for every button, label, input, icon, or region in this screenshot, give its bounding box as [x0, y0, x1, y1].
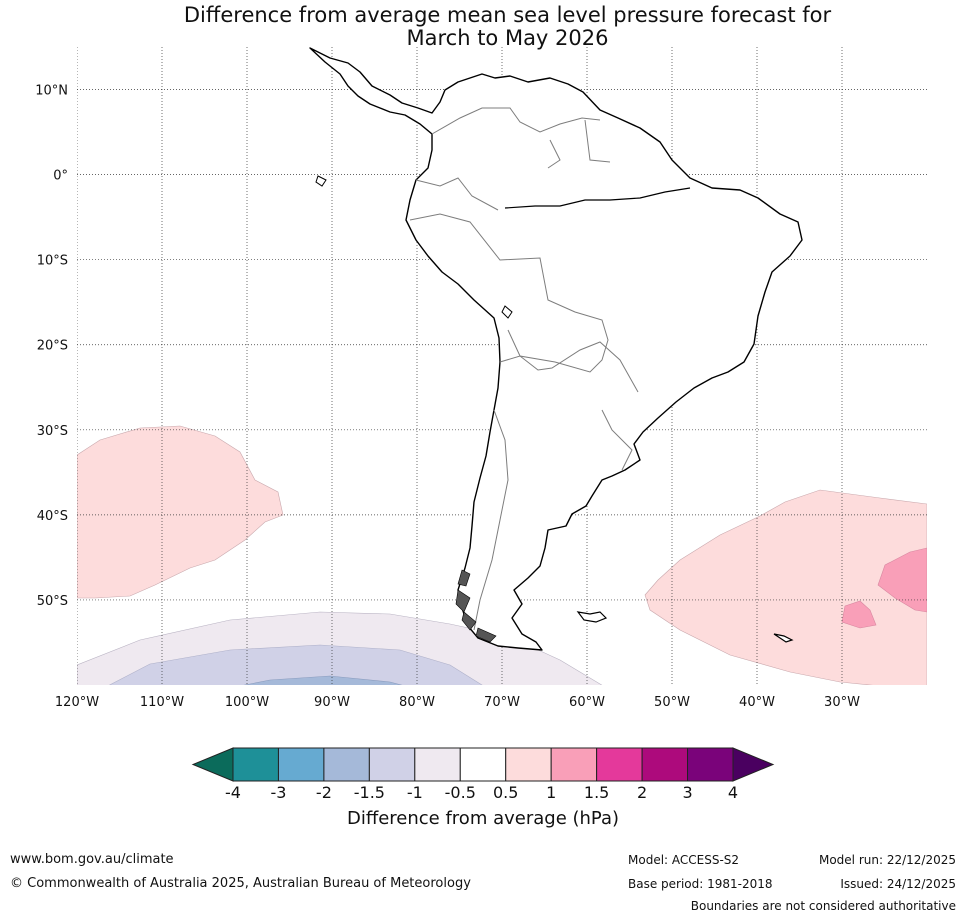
colorbar-under-triangle [191, 747, 234, 782]
disclaimer-text: Boundaries are not considered authoritat… [690, 899, 956, 913]
colorbar-bin [368, 747, 416, 782]
lat-label: 30°S [37, 424, 68, 439]
website-link[interactable]: www.bom.gov.au/climate [10, 852, 174, 867]
lon-label: 100°W [225, 695, 269, 710]
south-neg-1-5-anomaly [243, 675, 403, 685]
lon-label: 80°W [399, 695, 435, 710]
chilean-fjords [455, 569, 497, 643]
colorbar-tick-label: 0.5 [493, 783, 518, 802]
east-pos-1-anomaly-b [841, 600, 877, 629]
colorbar-bin [459, 747, 507, 782]
colorbar-tick-label: 3 [682, 783, 692, 802]
colorbar-bin [505, 747, 552, 782]
colorbar-tick-label: 2 [637, 783, 647, 802]
lake-titicaca [501, 305, 513, 319]
lat-label: 10°N [35, 84, 68, 99]
colorbar-bin [414, 747, 461, 782]
lon-label: 30°W [824, 695, 860, 710]
colorbar-tick-label: -1 [407, 783, 423, 802]
base-period-text: Base period: 1981-2018 [628, 877, 773, 891]
lon-label: 70°W [484, 695, 520, 710]
country-borders [409, 107, 639, 631]
lon-label: 50°W [654, 695, 690, 710]
colorbar-tick-label: 1.5 [584, 783, 609, 802]
galapagos-islands [315, 175, 327, 187]
colorbar-bin [641, 747, 689, 782]
colorbar-tick-label: -0.5 [445, 783, 476, 802]
colorbar-tick-labels: -4 -3 -2 -1.5 -1 -0.5 0.5 1 1.5 2 3 4 [225, 783, 738, 802]
colorbar-bin [596, 747, 643, 782]
colorbar-bin [550, 747, 598, 782]
lat-label: 0° [53, 169, 68, 184]
amazon-river [504, 187, 691, 209]
colorbar-tick-label: -1.5 [354, 783, 385, 802]
falkland-islands [576, 611, 608, 623]
colorbar-tick-label: 4 [728, 783, 738, 802]
longitude-labels: 120°W 110°W 100°W 90°W 80°W 70°W 60°W 50°W 40°W 3… [55, 695, 860, 710]
south-america-coastline [309, 47, 803, 651]
south-georgia [773, 633, 794, 643]
lon-label: 40°W [739, 695, 775, 710]
latitude-labels: 10°N 0° 10°S 20°S 30°S 40°S 50°S [35, 84, 68, 609]
colorbar [191, 747, 775, 782]
colorbar-over-triangle [732, 747, 775, 782]
chart-title: Difference from average mean sea level p… [0, 4, 965, 50]
copyright-text: © Commonwealth of Australia 2025, Austra… [10, 876, 471, 891]
model-run-text: Model run: 22/12/2025 [818, 853, 956, 867]
colorbar-bin [323, 747, 370, 782]
east-pos-1-anomaly-a [877, 547, 927, 613]
lat-label: 40°S [37, 509, 68, 524]
west-positive-anomaly [77, 425, 284, 599]
colorbar-tick-label: -4 [225, 783, 241, 802]
colorbar-tick-label: 1 [546, 783, 556, 802]
colorbar-tick-label: -3 [270, 783, 286, 802]
lon-label: 60°W [569, 695, 605, 710]
model-text: Model: ACCESS-S2 [628, 853, 740, 867]
lat-label: 10°S [37, 254, 68, 269]
south-neg-1-anomaly [108, 644, 483, 685]
lon-label: 120°W [55, 695, 99, 710]
colorbar-bin [277, 747, 325, 782]
lon-label: 90°W [314, 695, 350, 710]
map-panel [77, 47, 927, 685]
colorbar-bin [687, 747, 734, 782]
east-positive-anomaly [644, 489, 927, 685]
lat-label: 20°S [37, 339, 68, 354]
lon-label: 110°W [140, 695, 184, 710]
issued-text: Issued: 24/12/2025 [840, 877, 956, 891]
colorbar-title: Difference from average (hPa) [346, 808, 620, 829]
colorbar-tick-label: -2 [316, 783, 332, 802]
title-line-2: March to May 2026 [406, 26, 609, 50]
title-line-1: Difference from average mean sea level p… [183, 3, 832, 27]
colorbar-bin [232, 747, 279, 782]
lat-label: 50°S [37, 594, 68, 609]
